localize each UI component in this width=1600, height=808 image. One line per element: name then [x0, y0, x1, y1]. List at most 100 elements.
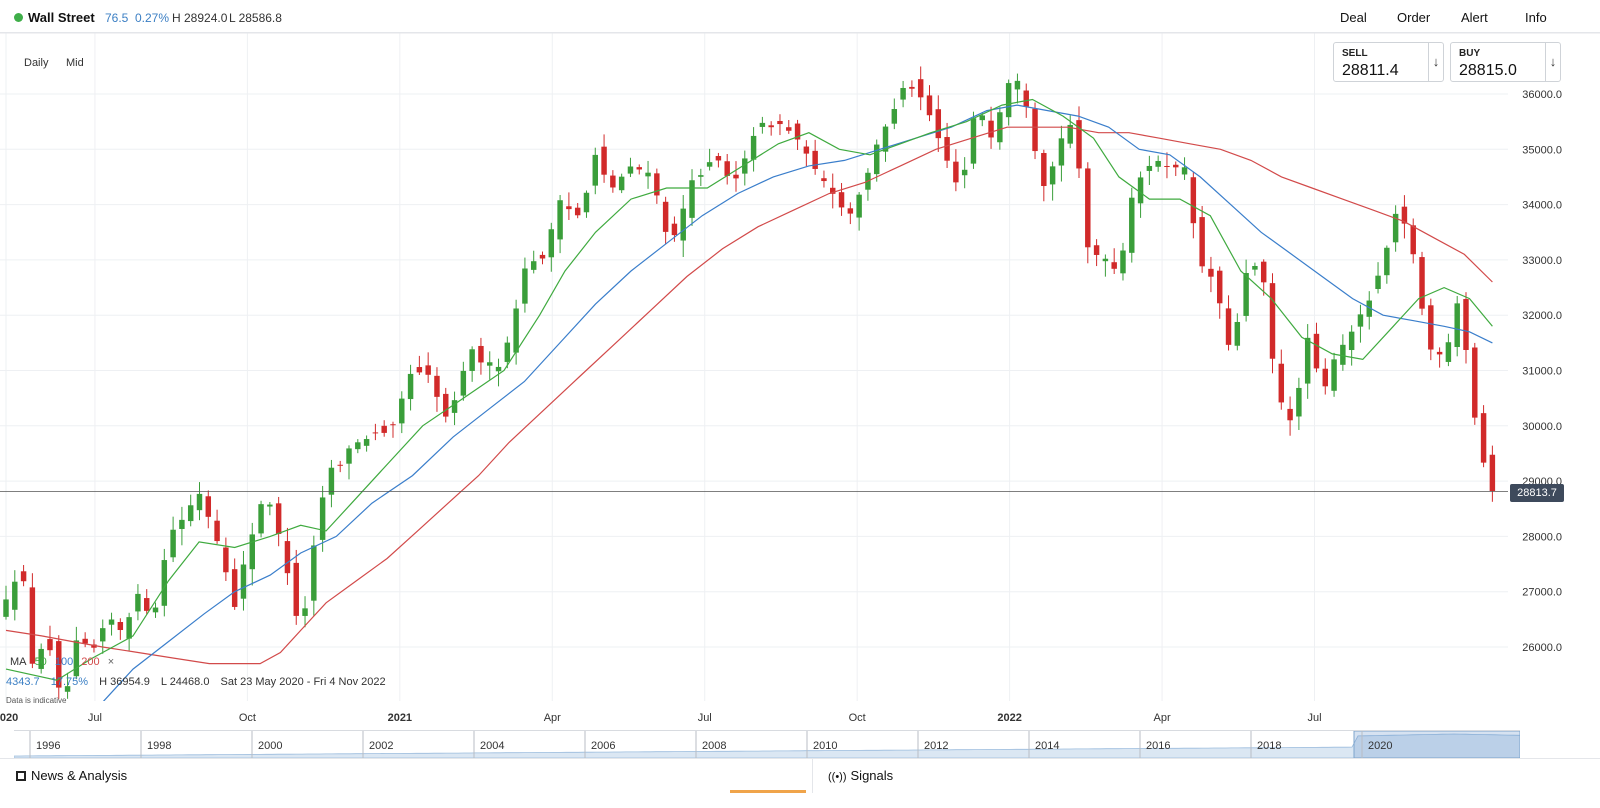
- candle-body: [319, 497, 326, 540]
- candle-body: [768, 125, 774, 128]
- candle-body: [1480, 413, 1487, 463]
- signals-tab[interactable]: ((•)) Signals: [828, 768, 893, 783]
- price-chart[interactable]: 26000.027000.028000.029000.030000.031000…: [0, 33, 1600, 730]
- candle-body: [495, 366, 502, 372]
- current-price-tag: 28813.7: [1510, 484, 1564, 502]
- x-tick-label: Jul: [1307, 712, 1321, 724]
- ma-label: MA: [10, 656, 27, 668]
- candle-body: [513, 308, 519, 353]
- candle-body: [443, 393, 449, 417]
- range-low: L 24468.0: [160, 676, 210, 688]
- candle-body: [143, 598, 150, 611]
- candle-body: [1296, 387, 1302, 417]
- ma-200[interactable]: 200: [81, 656, 100, 668]
- date-range: Sat 23 May 2020 - Fri 4 Nov 2022: [220, 676, 386, 688]
- candle-body: [363, 439, 370, 446]
- candle-body: [1085, 168, 1091, 248]
- x-tick-label: 2020: [0, 712, 18, 724]
- price-type-selector[interactable]: Mid: [66, 57, 84, 69]
- deal-menu[interactable]: Deal: [1340, 10, 1367, 25]
- candle-body: [821, 178, 827, 182]
- candle-body: [1348, 331, 1355, 351]
- candle-body: [1181, 167, 1188, 175]
- candle-body: [407, 373, 414, 400]
- candle-body: [777, 120, 783, 125]
- down-arrow-icon: ↓: [1428, 43, 1443, 81]
- y-tick-label: 34000.0: [1522, 200, 1562, 212]
- candle-body: [1041, 153, 1047, 187]
- newspaper-icon: [16, 771, 26, 781]
- candle-body: [724, 161, 730, 176]
- instrument-name[interactable]: Wall Street: [28, 10, 95, 25]
- ma-100[interactable]: 100: [54, 656, 74, 668]
- active-indicator: [730, 790, 806, 793]
- order-menu[interactable]: Order: [1397, 10, 1431, 25]
- candle-body: [1375, 275, 1381, 289]
- candle-body: [47, 639, 53, 651]
- candle-body: [275, 503, 282, 534]
- candle-body: [680, 208, 686, 241]
- candle-body: [1287, 408, 1293, 421]
- candle-body: [742, 158, 748, 174]
- navigator[interactable]: 1996 1998 2000 2002 2004 2006 2008 2010 2012 2014…: [13, 730, 1521, 759]
- candle-body: [1419, 257, 1425, 309]
- candle-body: [838, 192, 845, 208]
- candle-body: [240, 564, 247, 599]
- candle-body: [1463, 299, 1469, 350]
- info-menu[interactable]: Info: [1525, 10, 1547, 25]
- candle-body: [662, 201, 669, 232]
- navigator-year-label: 2018: [1257, 740, 1281, 752]
- candle-body: [1217, 270, 1223, 304]
- candle-body: [372, 432, 379, 434]
- navigator-year-label: 2014: [1035, 740, 1059, 752]
- timeframe-selector[interactable]: Daily: [24, 57, 49, 69]
- candle-body: [917, 79, 924, 98]
- candle-body: [1278, 363, 1285, 403]
- navigator-chart[interactable]: 1996 1998 2000 2002 2004 2006 2008 2010 2012 2014…: [13, 730, 1521, 759]
- x-tick-label: Jul: [698, 712, 712, 724]
- candle-body: [1392, 213, 1399, 243]
- buy-button[interactable]: BUY 28815.0 ↓: [1450, 42, 1561, 82]
- candle-body: [583, 192, 590, 213]
- change-percent: 0.27%: [135, 11, 170, 25]
- x-tick-label: Apr: [1154, 712, 1171, 724]
- news-analysis-tab[interactable]: News & Analysis: [16, 768, 127, 783]
- alert-menu[interactable]: Alert: [1461, 10, 1488, 25]
- candle-body: [231, 569, 238, 607]
- candle-body: [610, 175, 616, 188]
- close-icon[interactable]: ×: [107, 656, 115, 668]
- candle-body: [830, 187, 836, 194]
- candle-body: [346, 448, 352, 464]
- instrument-header: Wall Street 76.5 0.27% H 28924.0 L 28586…: [0, 0, 1600, 33]
- candle-body: [1005, 83, 1012, 118]
- candle-body: [733, 174, 739, 179]
- candle-body: [548, 229, 555, 258]
- candle-body: [935, 109, 942, 139]
- candle-body: [1023, 90, 1029, 107]
- ma-50[interactable]: 50: [34, 656, 47, 668]
- candle-body: [3, 599, 9, 617]
- candle-body: [82, 638, 88, 644]
- candle-body: [1269, 283, 1276, 359]
- candle-body: [627, 166, 634, 174]
- x-tick-label: Apr: [544, 712, 561, 724]
- sell-button[interactable]: SELL 28811.4 ↓: [1333, 42, 1444, 82]
- candle-body: [1331, 359, 1337, 391]
- down-arrow-icon: ↓: [1545, 43, 1560, 81]
- sell-price: 28811.4: [1342, 62, 1399, 79]
- signal-icon: ((•)): [828, 771, 847, 783]
- y-tick-label: 27000.0: [1522, 587, 1562, 599]
- y-tick-label: 36000.0: [1522, 89, 1562, 101]
- navigator-year-label: 2004: [480, 740, 504, 752]
- candle-body: [1208, 268, 1214, 277]
- candle-body: [856, 194, 862, 218]
- candle-body: [1032, 108, 1038, 152]
- navigator-year-label: 1998: [147, 740, 171, 752]
- candle-body: [873, 144, 880, 175]
- y-tick-label: 33000.0: [1522, 255, 1562, 267]
- ma-legend[interactable]: MA 50 100 200 ×: [10, 656, 119, 668]
- candle-body: [1445, 342, 1452, 362]
- candle-body: [759, 122, 766, 127]
- navigator-year-label: 2000: [258, 740, 282, 752]
- candle-body: [953, 161, 959, 183]
